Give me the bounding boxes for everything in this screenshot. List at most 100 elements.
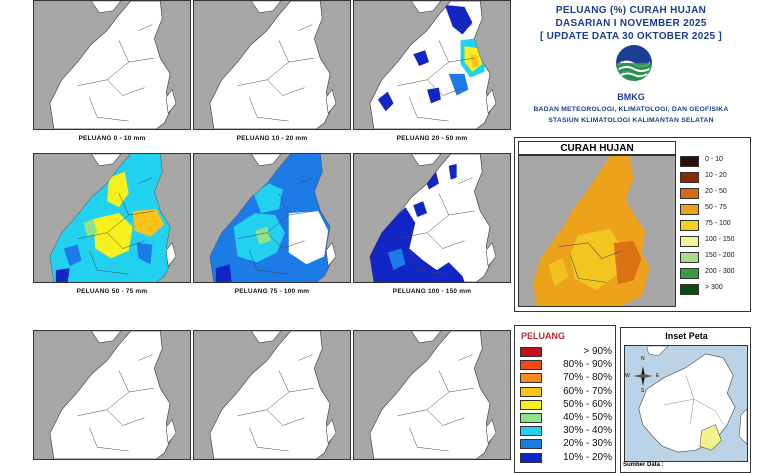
- agency-name: BADAN METEOROLOGI, KLIMATOLOGI, DAN GEOF…: [533, 106, 729, 113]
- map-panel: PELUANG 0 - 10 mm: [33, 0, 191, 142]
- rainfall-legend-item: 150 - 200: [680, 250, 748, 266]
- legend-label: 10% - 20%: [563, 451, 612, 463]
- probability-legend-item: 20% - 30%: [520, 438, 614, 451]
- legend-label: 20 - 50: [705, 188, 727, 195]
- panel-map-svg: [194, 1, 350, 129]
- inset-kalsel-highlight: [699, 424, 722, 451]
- legend-swatch: [520, 452, 542, 463]
- legend-swatch: [520, 386, 542, 397]
- map-frame: [33, 153, 191, 283]
- legend-swatch: [520, 426, 542, 437]
- panel-caption: PELUANG 75 - 100 mm: [234, 288, 310, 295]
- bmkg-wordmark: BMKG: [617, 92, 645, 102]
- rainfall-legend-item: 75 - 100: [680, 218, 748, 234]
- legend-swatch: [520, 399, 542, 410]
- rainfall-boundaries: [558, 242, 622, 283]
- probability-legend-item: 80% - 90%: [520, 359, 614, 372]
- panel-map-svg: [354, 1, 510, 129]
- map-title: PELUANG (%) CURAH HUJAN: [555, 5, 707, 16]
- rainfall-zone-20-50: [613, 240, 642, 285]
- rainfall-legend-item: 200 - 300: [680, 266, 748, 282]
- legend-label: 100 - 150: [705, 236, 735, 243]
- panel-map-svg: [34, 154, 190, 282]
- legend-label: 200 - 300: [705, 268, 735, 275]
- map-frame: [353, 330, 511, 460]
- probability-legend-item: 30% - 40%: [520, 425, 614, 438]
- map-frame: [353, 0, 511, 130]
- panel-caption: PELUANG 20 - 50 mm: [396, 135, 468, 142]
- legend-label: 0 - 10: [705, 156, 723, 163]
- compass-rose: N E S W: [625, 356, 659, 394]
- panel-map-svg: [354, 154, 510, 282]
- map-frame: [193, 153, 351, 283]
- panel-map-svg: [354, 331, 510, 459]
- map-period: DASARIAN I NOVEMBER 2025: [555, 18, 707, 29]
- inset-province-lines: [664, 375, 724, 425]
- legend-swatch: [520, 347, 542, 357]
- compass-s-label: S: [641, 388, 645, 394]
- legend-swatch: [680, 220, 699, 231]
- station-name: STASIUN KLIMATOLOGI KALIMANTAN SELATAN: [548, 117, 714, 124]
- rainfall-zone-75-100: [570, 229, 622, 291]
- probability-legend-item: > 90%: [520, 346, 614, 359]
- probability-legend-item: 40% - 50%: [520, 412, 614, 425]
- compass-e-label: E: [656, 373, 660, 379]
- legend-swatch: [680, 156, 699, 167]
- bmkg-logo: [612, 44, 656, 90]
- legend-swatch: [520, 373, 542, 384]
- legend-swatch: [520, 360, 542, 371]
- probability-legend-item: 50% - 60%: [520, 399, 614, 412]
- map-panel: [193, 330, 351, 472]
- rainfall-legend-item: > 300: [680, 282, 748, 298]
- panel-caption: PELUANG 0 - 10 mm: [78, 135, 146, 142]
- legend-swatch: [520, 439, 542, 450]
- probability-legend: PELUANG > 90% 80% - 90% 70% - 80% 60% - 70%…: [514, 325, 616, 473]
- rainfall-legend-item: 20 - 50: [680, 186, 748, 202]
- map-panel: PELUANG 100 - 150 mm: [353, 153, 511, 295]
- legend-swatch: [680, 188, 699, 199]
- map-frame: [33, 0, 191, 130]
- legend-swatch: [680, 268, 699, 279]
- inset-map: N E S W: [624, 345, 748, 462]
- inset-north-land: [646, 346, 669, 357]
- rainfall-map-svg: [519, 156, 656, 306]
- probability-legend-title: PELUANG: [521, 331, 566, 341]
- legend-label: 10 - 20: [705, 172, 727, 179]
- rainfall-legend-item: 50 - 75: [680, 202, 748, 218]
- legend-label: 50 - 75: [705, 204, 727, 211]
- map-panel: PELUANG 75 - 100 mm: [193, 153, 351, 295]
- map-panel: PELUANG 20 - 50 mm: [353, 0, 511, 142]
- map-frame: [193, 330, 351, 460]
- legend-label: 40% - 50%: [563, 412, 612, 423]
- legend-label: 20% - 30%: [563, 438, 612, 450]
- rainfall-island: [637, 278, 644, 301]
- inset-sulawesi: [738, 408, 747, 445]
- legend-label: 70% - 80%: [563, 372, 612, 384]
- panel-map-svg: [194, 331, 350, 459]
- legend-label: 60% - 70%: [563, 385, 612, 397]
- rainfall-title: CURAH HUJAN: [518, 141, 676, 155]
- legend-swatch: [680, 236, 699, 247]
- panel-map-svg: [194, 154, 350, 282]
- legend-label: > 300: [705, 284, 723, 291]
- map-panel: [353, 330, 511, 472]
- map-frame: [33, 330, 191, 460]
- compass-icon: [633, 366, 653, 386]
- legend-label: 75 - 100: [705, 220, 731, 227]
- legend-swatch: [680, 284, 699, 295]
- legend-label: 30% - 40%: [563, 425, 612, 437]
- compass-w-label: W: [625, 373, 630, 379]
- rainfall-legend-item: 100 - 150: [680, 234, 748, 250]
- probability-legend-item: 10% - 20%: [520, 452, 614, 465]
- title-block: PELUANG (%) CURAH HUJAN DASARIAN I NOVEM…: [514, 0, 748, 132]
- rainfall-legend-item: 0 - 10: [680, 154, 748, 170]
- panel-caption: PELUANG 50 - 75 mm: [76, 288, 148, 295]
- panel-caption: PELUANG 100 - 150 mm: [392, 288, 472, 295]
- probability-legend-item: 70% - 80%: [520, 372, 614, 385]
- inset-title: Inset Peta: [665, 331, 708, 341]
- legend-swatch: [680, 204, 699, 215]
- legend-label: > 90%: [583, 346, 612, 357]
- panel-caption: PELUANG 10 - 20 mm: [236, 135, 308, 142]
- rainfall-map: [518, 155, 676, 307]
- map-panel: [33, 330, 191, 472]
